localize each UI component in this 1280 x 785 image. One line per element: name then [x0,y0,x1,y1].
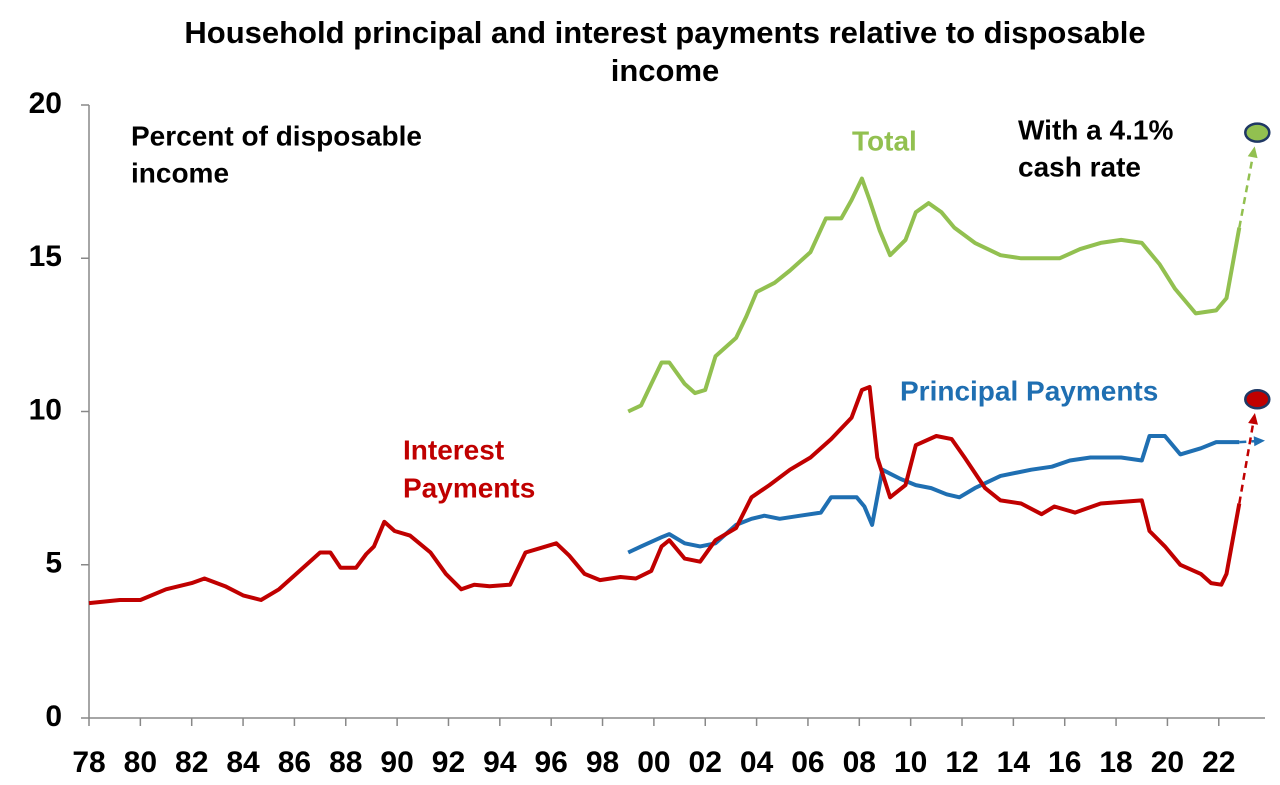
series-line [627,176,1242,414]
x-tick-label: 16 [1048,746,1081,779]
annotation: Percent of disposable [131,120,422,151]
x-tick-label: 00 [637,746,670,779]
x-tick-label: 92 [432,746,465,779]
chart-title: Household principal and interest payment… [184,15,1146,88]
x-tick-label: 20 [1151,746,1184,779]
series-line [627,434,1240,555]
x-tick-label: 96 [534,746,567,779]
y-tick-label: 0 [45,700,62,733]
projection-arrow [1248,413,1258,425]
x-tick-label: 18 [1099,746,1132,779]
x-tick-label: 98 [586,746,619,779]
x-tick-label: 80 [124,746,157,779]
projection-arrow [1247,146,1258,159]
series-label: Payments [403,472,535,503]
series-label: Principal Payments [900,375,1158,406]
x-tick-label: 10 [894,746,927,779]
y-tick-label: 10 [29,393,62,426]
x-tick-label: 88 [329,746,362,779]
x-tick-label: 14 [997,746,1031,779]
x-tick-label: 12 [945,746,978,779]
x-tick-label: 82 [175,746,208,779]
projection-line [1238,420,1255,504]
y-tick-label: 20 [29,87,62,120]
x-tick-label: 94 [483,746,517,779]
x-tick-label: 06 [791,746,824,779]
projection-point [1244,122,1271,143]
series-label: Interest [403,434,504,465]
x-tick-label: 08 [843,746,876,779]
annotation: With a 4.1% [1018,114,1173,145]
x-tick-label: 78 [72,746,105,779]
x-tick-label: 04 [740,746,774,779]
x-tick-label: 84 [226,746,260,779]
annotation: income [131,157,229,188]
series-label: Total [852,125,917,156]
x-tick-label: 90 [380,746,413,779]
x-tick-label: 22 [1202,746,1235,779]
y-tick-label: 5 [45,547,62,580]
projection-arrow [1253,436,1265,447]
series-line [88,385,1242,606]
y-tick-label: 15 [29,240,62,273]
projection-point [1244,388,1271,410]
x-tick-label: 86 [278,746,311,779]
projection-line [1238,153,1255,228]
annotation: cash rate [1018,151,1141,182]
x-tick-label: 02 [689,746,722,779]
